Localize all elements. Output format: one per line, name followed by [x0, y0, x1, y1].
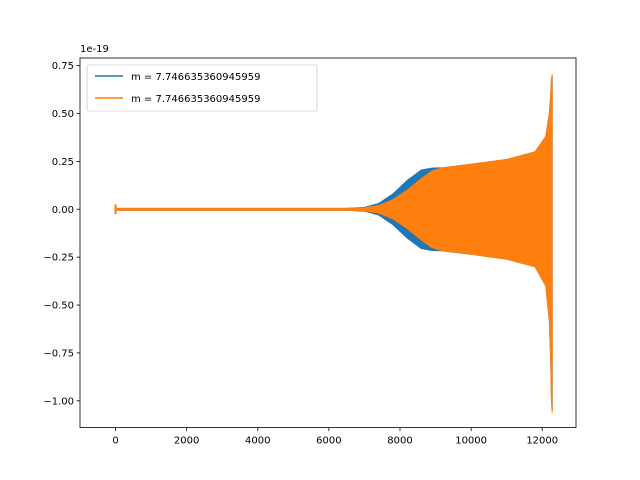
legend-label-series-1: m = 7.746635360945959 [131, 72, 260, 83]
x-tick-label: 2000 [174, 436, 199, 447]
series-2-line [115, 74, 553, 413]
y-tick-label: 0.50 [52, 109, 74, 120]
plot-area [114, 74, 553, 413]
x-tick-label: 6000 [316, 436, 341, 447]
legend-label-series-2: m = 7.746635360945959 [131, 94, 260, 105]
y-tick-label: −0.75 [43, 348, 74, 359]
y-tick-label: 0.00 [52, 205, 74, 216]
x-tick-label: 12000 [526, 436, 558, 447]
axes-frame [79, 57, 577, 429]
y-tick-label: −0.50 [43, 301, 74, 312]
x-axis: 0 2000 4000 6000 8000 10000 12000 [112, 427, 558, 447]
x-tick-label: 0 [112, 436, 118, 447]
legend-box [86, 64, 318, 112]
legend: m = 7.746635360945959 m = 7.746635360945… [86, 64, 318, 112]
x-tick-label: 4000 [245, 436, 270, 447]
y-tick-label: 0.25 [52, 157, 74, 168]
y-tick-label: 0.75 [52, 61, 74, 72]
y-tick-label: −0.25 [43, 253, 74, 264]
x-tick-label: 10000 [455, 436, 487, 447]
y-axis: −1.00 −0.75 −0.50 −0.25 0.00 0.25 0.50 0.75 [43, 61, 80, 407]
y-tick-label: −1.00 [43, 396, 74, 407]
x-tick-label: 8000 [387, 436, 412, 447]
y-offset-label: 1e-19 [80, 44, 109, 55]
